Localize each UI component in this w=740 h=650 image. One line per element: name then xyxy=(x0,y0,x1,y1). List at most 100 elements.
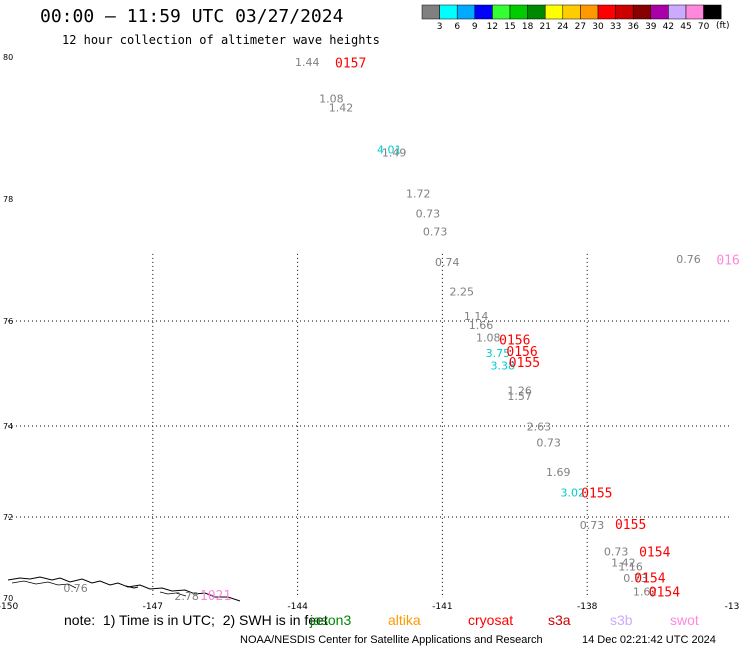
track-label: 0155 xyxy=(509,356,540,371)
color-legend: 3 6 9 12 15 18 21 24 27 30 33 36 39 42 45 70 xyxy=(421,4,722,32)
legend-bin-label: 45 xyxy=(680,22,691,32)
legend-swatch xyxy=(580,4,599,20)
credit-text: NOAA/NESDIS Center for Satellite Applica… xyxy=(240,634,543,646)
swh-point-label: 0.73 xyxy=(536,436,561,449)
y-tick-label: 74 xyxy=(3,422,13,431)
x-tick-label: -147 xyxy=(143,602,163,612)
track-labels: 0157015601560155015501550154015401540165… xyxy=(200,57,740,604)
legend-bin-label: 15 xyxy=(504,22,515,32)
swh-point-label: 1.14 xyxy=(464,310,489,323)
x-tick-label: -13 xyxy=(725,602,740,612)
y-tick-label: 78 xyxy=(3,195,13,204)
y-tick-label: 80 xyxy=(3,53,13,62)
legend-bin-label: 27 xyxy=(575,22,586,32)
track-label: 0154 xyxy=(639,546,670,561)
swh-point-label: 1.57 xyxy=(507,390,532,403)
track-label: 0165 xyxy=(716,253,740,268)
chart-subtitle: 12 hour collection of altimeter wave hei… xyxy=(62,33,380,47)
coastline xyxy=(7,576,241,602)
legend-swatch xyxy=(527,4,546,20)
generation-timestamp: 14 Dec 02:21:42 UTC 2024 xyxy=(582,634,716,646)
swh-point-label: 1.42 xyxy=(611,556,636,569)
sat-label-s3a: s3a xyxy=(548,612,571,628)
swh-point-label: 0.73 xyxy=(416,207,441,220)
legend-swatch xyxy=(685,4,704,20)
legend-swatch xyxy=(632,4,652,20)
legend-swatch xyxy=(439,4,458,20)
swh-point-label: 1.44 xyxy=(295,56,320,69)
x-tick-label: -138 xyxy=(577,602,598,612)
legend-bin-label: 33 xyxy=(610,22,621,32)
swh-point-label: 1.66 xyxy=(469,319,494,332)
legend-swatch xyxy=(650,4,669,20)
legend-swatch xyxy=(703,4,722,20)
track-label: 0156 xyxy=(499,334,530,349)
x-tick-label: -141 xyxy=(432,602,452,612)
sat-label-s3b: s3b xyxy=(610,612,633,628)
y-tick-label: 70 xyxy=(3,594,13,603)
track-label: 0154 xyxy=(634,572,665,587)
y-tick-label: 72 xyxy=(3,513,13,522)
legend-swatch xyxy=(492,4,511,20)
swh-point-label: 0.73 xyxy=(423,226,448,239)
swh-point-label: 1.49 xyxy=(382,146,407,159)
swh-point-label: 1.42 xyxy=(329,102,354,115)
legend-swatch xyxy=(456,4,476,20)
legend-bin-label: 30 xyxy=(592,22,604,32)
swh-point-label: 0.74 xyxy=(435,256,460,269)
track-label: 0157 xyxy=(335,57,366,72)
legend-bin-label: 18 xyxy=(522,22,534,32)
swh-point-label: 3.38 xyxy=(490,359,515,372)
axis-ticks: -150 -147 -144 -141 -138 -13 70 72 74 76 78 80 xyxy=(0,53,739,612)
swh-point-label: 1.26 xyxy=(507,385,532,398)
swh-point-label: 0.73 xyxy=(604,545,629,558)
y-tick-label: 76 xyxy=(3,317,13,326)
x-tick-label: -144 xyxy=(287,602,308,612)
legend-swatch xyxy=(421,4,440,20)
legend-unit: (ft) xyxy=(716,21,730,31)
legend-swatch xyxy=(597,4,616,20)
swh-point-label: 4.01 xyxy=(377,144,402,157)
legend-bin-label: 21 xyxy=(539,22,550,32)
track-label: 0156 xyxy=(506,345,537,360)
sat-label-jason3: jason3 xyxy=(310,612,352,628)
legend-swatch xyxy=(562,4,581,20)
swh-point-label: 1.08 xyxy=(319,92,344,105)
swh-point-label: 1.16 xyxy=(618,560,643,573)
sat-label-swot: swot xyxy=(670,612,699,628)
track-label: 0154 xyxy=(649,585,680,600)
legend-swatch xyxy=(474,4,493,20)
grid xyxy=(8,253,732,598)
swh-point-label: 1.62 xyxy=(633,586,658,599)
swh-point-label: 0.76 xyxy=(676,253,701,266)
track-label: 1021 xyxy=(200,589,231,604)
legend-bin-label: 3 xyxy=(437,22,443,32)
swh-point-label: 2.78 xyxy=(174,590,199,603)
swh-point-label: 0.73 xyxy=(580,519,605,532)
swh-point-label: 3.02 xyxy=(560,487,585,500)
swh-point-label: 1.72 xyxy=(406,188,431,201)
legend-swatch xyxy=(615,4,634,20)
legend-swatch xyxy=(509,4,528,20)
track-label: 0155 xyxy=(615,518,646,533)
legend-bin-label: 39 xyxy=(645,22,657,32)
swh-point-label: 1.08 xyxy=(476,331,501,344)
swh-point-label: 3.75 xyxy=(486,347,511,360)
legend-bin-label: 24 xyxy=(557,22,569,32)
swh-point-label: 0.73 xyxy=(623,572,648,585)
legend-bin-label: 36 xyxy=(627,22,639,32)
swh-point-label: 0.76 xyxy=(63,582,88,595)
legend-bin-label: 12 xyxy=(487,22,498,32)
legend-swatch xyxy=(668,4,687,20)
swh-point-label: 2.25 xyxy=(449,285,474,298)
swh-point-label: 1.69 xyxy=(546,466,571,479)
legend-swatch xyxy=(544,4,564,20)
swh-point-label: 2.63 xyxy=(527,421,552,434)
legend-bin-label: 70 xyxy=(698,22,710,32)
footer-note: note: 1) Time is in UTC; 2) SWH is in fe… xyxy=(64,612,328,628)
legend-bin-label: 6 xyxy=(454,22,460,32)
sat-label-cryosat: cryosat xyxy=(468,612,514,628)
legend-bin-label: 9 xyxy=(472,22,478,32)
sat-label-altika: altika xyxy=(388,612,421,628)
